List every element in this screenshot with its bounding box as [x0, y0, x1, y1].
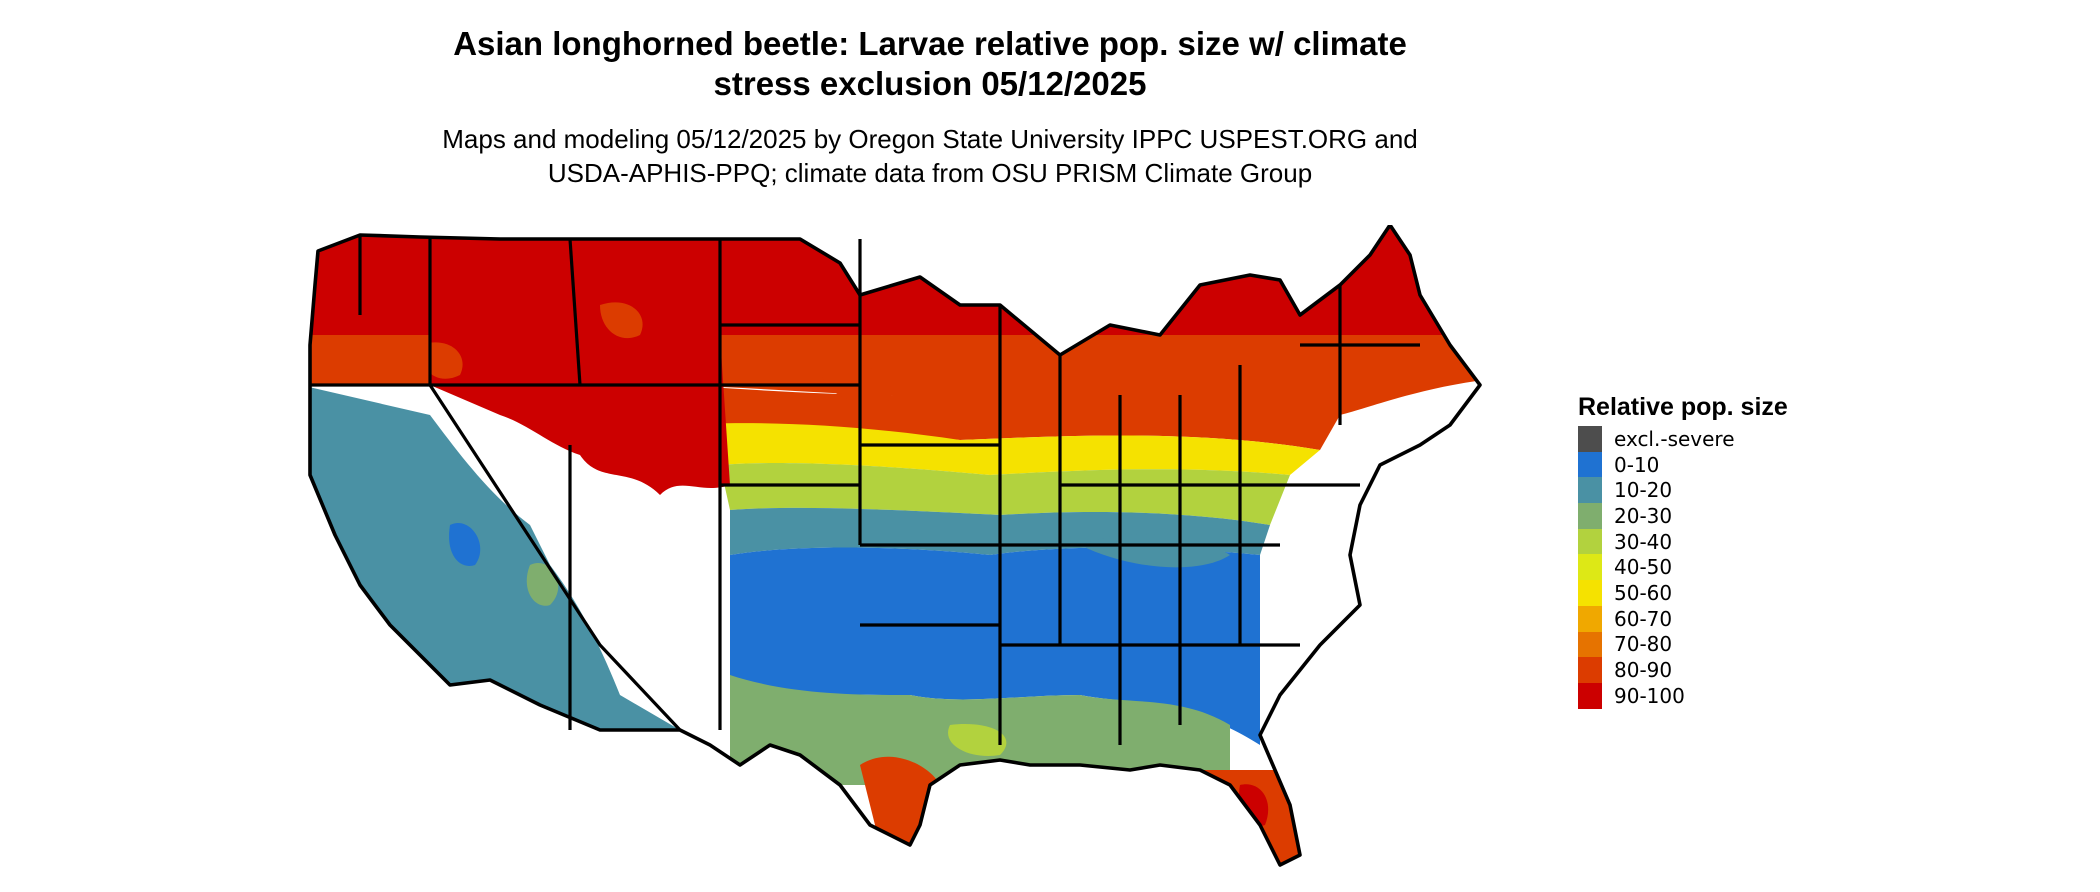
climate-patch-5: [1080, 534, 1230, 568]
legend-label: excl.-severe: [1614, 426, 1735, 451]
legend-label: 70-80: [1614, 632, 1673, 657]
us-outline: [308, 225, 1482, 867]
map-subtitle-line-2: USDA-APHIS-PPQ; climate data from OSU PR…: [547, 158, 1313, 188]
legend: Relative pop. size excl.-severe 0-10 10-20…: [1578, 392, 1878, 709]
us-map: [308, 225, 1482, 867]
legend-item: 80-90: [1578, 657, 1878, 683]
map-subtitle: Maps and modeling 05/12/2025 by Oregon S…: [380, 122, 1480, 190]
legend-swatch: [1578, 580, 1602, 606]
legend-swatch: [1578, 426, 1602, 452]
legend-label: 50-60: [1614, 580, 1673, 605]
legend-swatch: [1578, 528, 1602, 555]
climate-patch-4: [526, 563, 559, 606]
us-map-panel: [300, 225, 1560, 890]
legend-label: 80-90: [1614, 658, 1673, 683]
legend-item: excl.-severe: [1578, 426, 1878, 452]
climate-band-south-6: [730, 547, 1260, 745]
climate-patch-1: [600, 302, 643, 339]
climate-band-lower-mid-4: [720, 463, 1290, 525]
legend-item: 10-20: [1578, 477, 1878, 504]
climate-patch-6: [948, 724, 1007, 756]
map-region-layer: [420, 302, 1269, 826]
legend-label: 90-100: [1614, 683, 1685, 708]
legend-item: 50-60: [1578, 580, 1878, 606]
legend-swatch: [1578, 605, 1602, 632]
legend-item: 70-80: [1578, 631, 1878, 658]
legend-list: excl.-severe 0-10 10-20 20-30 30-40 40-50 50-6…: [1578, 426, 1878, 709]
legend-item: 90-100: [1578, 682, 1878, 709]
map-title-line-1: Asian longhorned beetle: Larvae relative…: [453, 25, 1407, 62]
legend-swatch: [1578, 682, 1602, 709]
legend-title: Relative pop. size: [1578, 393, 1788, 421]
legend-swatch: [1578, 503, 1602, 529]
map-subtitle-line-1: Maps and modeling 05/12/2025 by Oregon S…: [442, 124, 1418, 154]
map-title: Asian longhorned beetle: Larvae relative…: [380, 24, 1480, 104]
state-border-17: [428, 384, 682, 732]
map-title-line-2: stress exclusion 05/12/2025: [713, 65, 1147, 102]
legend-swatch: [1578, 477, 1602, 504]
legend-label: 60-70: [1614, 606, 1673, 631]
legend-item: 60-70: [1578, 605, 1878, 632]
state-border-3: [568, 238, 582, 386]
climate-band-mountain-west-11: [430, 335, 730, 495]
legend-swatch: [1578, 657, 1602, 683]
legend-label: 0-10: [1614, 452, 1660, 477]
legend-label: 10-20: [1614, 478, 1673, 503]
legend-swatch: [1578, 554, 1602, 581]
state-borders: [310, 235, 1420, 745]
legend-label: 30-40: [1614, 529, 1673, 554]
legend-swatch: [1578, 451, 1602, 478]
legend-item: 20-30: [1578, 503, 1878, 529]
legend-item: 40-50: [1578, 554, 1878, 581]
legend-item: 30-40: [1578, 528, 1878, 555]
climate-patch-2: [820, 362, 892, 404]
legend-label: 20-30: [1614, 503, 1673, 528]
climate-band-upper-mid-2: [680, 385, 1340, 450]
climate-patch-3: [449, 523, 481, 566]
legend-item: 0-10: [1578, 451, 1878, 478]
legend-label: 40-50: [1614, 555, 1673, 580]
legend-swatch: [1578, 631, 1602, 658]
